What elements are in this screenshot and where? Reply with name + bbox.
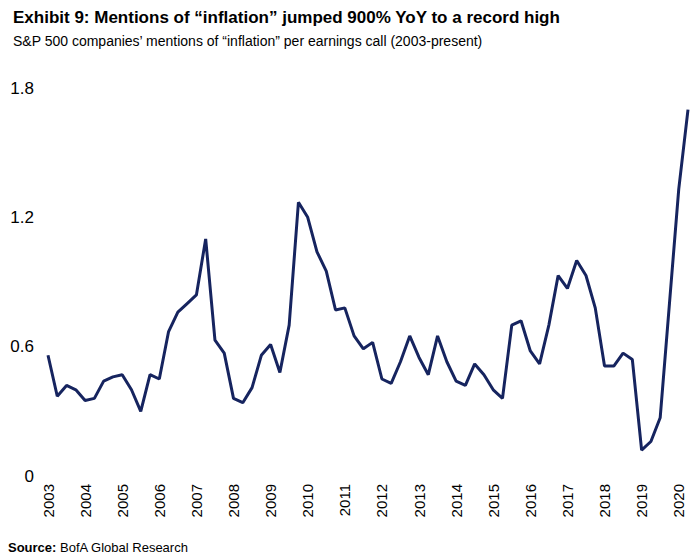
- svg-text:2018: 2018: [596, 484, 613, 517]
- svg-text:BofA Global Research: BofA Global Research: [56, 540, 188, 555]
- svg-text:2008: 2008: [225, 484, 242, 517]
- svg-text:2014: 2014: [448, 484, 465, 517]
- svg-text:Exhibit 9: Mentions of “inflat: Exhibit 9: Mentions of “inflation” jumpe…: [13, 8, 560, 27]
- svg-text:2010: 2010: [299, 484, 316, 517]
- svg-text:2003: 2003: [40, 484, 57, 517]
- svg-text:1.2: 1.2: [10, 208, 34, 227]
- svg-text:2013: 2013: [411, 484, 428, 517]
- svg-text:2012: 2012: [373, 484, 390, 517]
- svg-text:2004: 2004: [77, 484, 94, 517]
- svg-text:2009: 2009: [262, 484, 279, 517]
- svg-text:2007: 2007: [188, 484, 205, 517]
- svg-text:0: 0: [25, 467, 34, 486]
- svg-text:2016: 2016: [522, 484, 539, 517]
- svg-text:2020: 2020: [670, 484, 687, 517]
- svg-text:Source:: Source:: [8, 540, 56, 555]
- svg-text:1.8: 1.8: [10, 79, 34, 98]
- svg-text:S&P 500 companies’ mentions of: S&P 500 companies’ mentions of “inflatio…: [13, 33, 482, 49]
- svg-text:0.6: 0.6: [10, 337, 34, 356]
- svg-text:2015: 2015: [485, 484, 502, 517]
- svg-text:2006: 2006: [151, 484, 168, 517]
- svg-text:2019: 2019: [633, 484, 650, 517]
- svg-text:2005: 2005: [114, 484, 131, 517]
- svg-text:2017: 2017: [559, 484, 576, 517]
- svg-text:2011: 2011: [336, 484, 353, 516]
